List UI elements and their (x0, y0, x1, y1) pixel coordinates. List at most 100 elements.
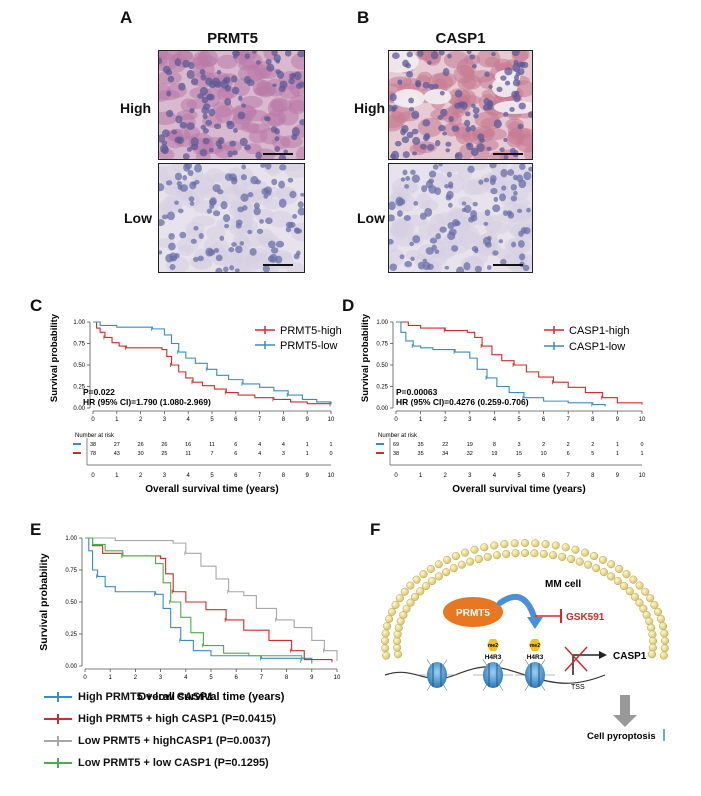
scale-bar (263, 153, 293, 155)
risk-count: 3 (517, 442, 520, 448)
risk-count: 1 (306, 442, 309, 448)
survival-curve (93, 321, 331, 405)
x-tick-label: 8 (282, 417, 286, 423)
nucleosome (417, 659, 457, 691)
panel-b-row-low: Low (357, 210, 385, 226)
x-tick-label: 7 (567, 473, 571, 479)
methyl-mark (529, 639, 541, 651)
x-tick-label: 9 (616, 473, 620, 479)
legend-item: High PRMT5 + low CASP1 (44, 686, 276, 708)
x-tick-label: 1 (419, 473, 423, 479)
legend-item: High PRMT5 + high CASP1 (P=0.0415) (44, 708, 276, 730)
panel-label-f: F (370, 520, 381, 539)
x-axis-title: Overall survival time (years) (452, 484, 585, 495)
y-tick-label: 0.75 (73, 342, 85, 348)
risk-count: 26 (138, 442, 144, 448)
km-chart-c: Survival probability 0.00 0.25 0.50 0.75 1.0… (45, 313, 342, 496)
x-tick-label: 10 (639, 417, 646, 423)
risk-count: 35 (418, 442, 424, 448)
cell-label: MM cell (545, 579, 581, 590)
legend-label: PRMT5-low (280, 340, 338, 352)
risk-count: 38 (393, 451, 399, 457)
y-tick-label: 0.00 (376, 406, 388, 412)
nucleosome: me2 H4R3 (473, 639, 513, 691)
risk-count: 16 (185, 442, 191, 448)
legend-label: Low PRMT5 + low CASP1 (P=0.1295) (78, 757, 269, 769)
x-tick-label: 8 (282, 473, 286, 479)
x-tick-label: 9 (616, 417, 620, 423)
risk-count: 6 (234, 451, 237, 457)
x-tick-label: 3 (163, 473, 167, 479)
x-tick-label: 0 (394, 473, 398, 479)
axes: 0.00 0.25 0.50 0.75 1.00 0 1 2 3 4 5 6 7 8 9 10 (376, 320, 646, 423)
panel-b-title: CASP1 (435, 30, 486, 47)
risk-count: 0 (329, 451, 332, 457)
x-tick-label: 5 (209, 675, 213, 681)
x-tick-label: 4 (187, 417, 191, 423)
y-tick-label: 0.25 (376, 385, 388, 391)
risk-count: 7 (210, 451, 213, 457)
x-tick-label: 7 (567, 417, 571, 423)
y-axis-title: Survival probability (49, 313, 60, 402)
panel-label-d: D (342, 296, 355, 315)
x-tick-label: 10 (639, 473, 646, 479)
hr-text: HR (95% CI)=1.790 (1.080-2.969) (83, 397, 211, 407)
legend-item: Low PRMT5 + highCASP1 (P=0.0037) (44, 730, 276, 752)
km-chart-d: Survival probability 0.00 0.25 0.50 0.75 1.0… (356, 313, 656, 496)
x-tick-label: 6 (542, 417, 546, 423)
survival-curve (85, 537, 303, 661)
x-tick-label: 0 (91, 473, 95, 479)
x-axis-title: Overall survival time (years) (145, 484, 278, 495)
inhibitor-label: GSK591 (566, 612, 605, 623)
x-tick-label: 10 (334, 675, 341, 681)
risk-count: 1 (640, 451, 643, 457)
x-tick-label: 6 (234, 473, 238, 479)
x-tick-label: 1 (419, 417, 423, 423)
x-tick-label: 8 (591, 473, 595, 479)
x-tick-label: 6 (542, 473, 546, 479)
y-tick-label: 0.25 (73, 385, 85, 391)
x-tick-label: 7 (258, 473, 262, 479)
x-tick-label: 1 (115, 473, 119, 479)
panel-a-title: PRMT5 (207, 30, 258, 47)
risk-count: 11 (209, 442, 215, 448)
x-tick-label: 4 (493, 417, 497, 423)
x-tick-label: 0 (91, 417, 95, 423)
x-tick-label: 4 (184, 675, 188, 681)
risk-count: 38 (90, 442, 96, 448)
risk-count: 69 (393, 442, 399, 448)
x-tick-label: 0 (83, 675, 87, 681)
risk-count: 15 (516, 451, 522, 457)
axes: 0.00 0.25 0.50 0.75 1.00 0 1 2 3 4 5 6 7 8 9 10 (73, 320, 335, 423)
risk-count: 34 (442, 451, 448, 457)
legend: CASP1-high CASP1-low (544, 325, 630, 353)
y-tick-label: 0.00 (65, 664, 77, 670)
x-tick-label: 1 (109, 675, 113, 681)
risk-count: 5 (591, 451, 594, 457)
y-tick-label: 1.00 (65, 536, 77, 542)
risk-count: 0 (640, 442, 643, 448)
x-tick-label: 3 (163, 417, 167, 423)
risk-count: 26 (161, 442, 167, 448)
risk-count: 4 (282, 442, 285, 448)
legend-e: High PRMT5 + low CASP1 High PRMT5 + high… (44, 686, 276, 774)
x-tick-label: 9 (306, 473, 310, 479)
histone-label: H4R3 (527, 654, 544, 661)
gene-label: CASP1 (613, 651, 647, 662)
risk-count: 8 (493, 442, 496, 448)
x-tick-label: 2 (139, 417, 143, 423)
y-tick-label: 0.75 (376, 342, 388, 348)
prmt5-enzyme (443, 597, 503, 627)
y-tick-label: 0.50 (65, 600, 77, 606)
risk-count: 35 (418, 451, 424, 457)
x-tick-label: 0 (394, 417, 398, 423)
legend-label: High PRMT5 + high CASP1 (P=0.0415) (78, 713, 277, 725)
x-tick-label: 3 (468, 417, 472, 423)
panel-label-c: C (30, 296, 43, 315)
y-axis-title: Survival probability (38, 553, 50, 651)
risk-count: 6 (567, 451, 570, 457)
survival-curve (85, 537, 338, 661)
ihc-image-casp1-high (388, 50, 533, 160)
risk-count: 1 (616, 442, 619, 448)
x-tick-label: 7 (258, 417, 262, 423)
